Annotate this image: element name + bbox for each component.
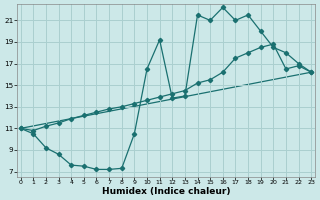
- X-axis label: Humidex (Indice chaleur): Humidex (Indice chaleur): [102, 187, 230, 196]
